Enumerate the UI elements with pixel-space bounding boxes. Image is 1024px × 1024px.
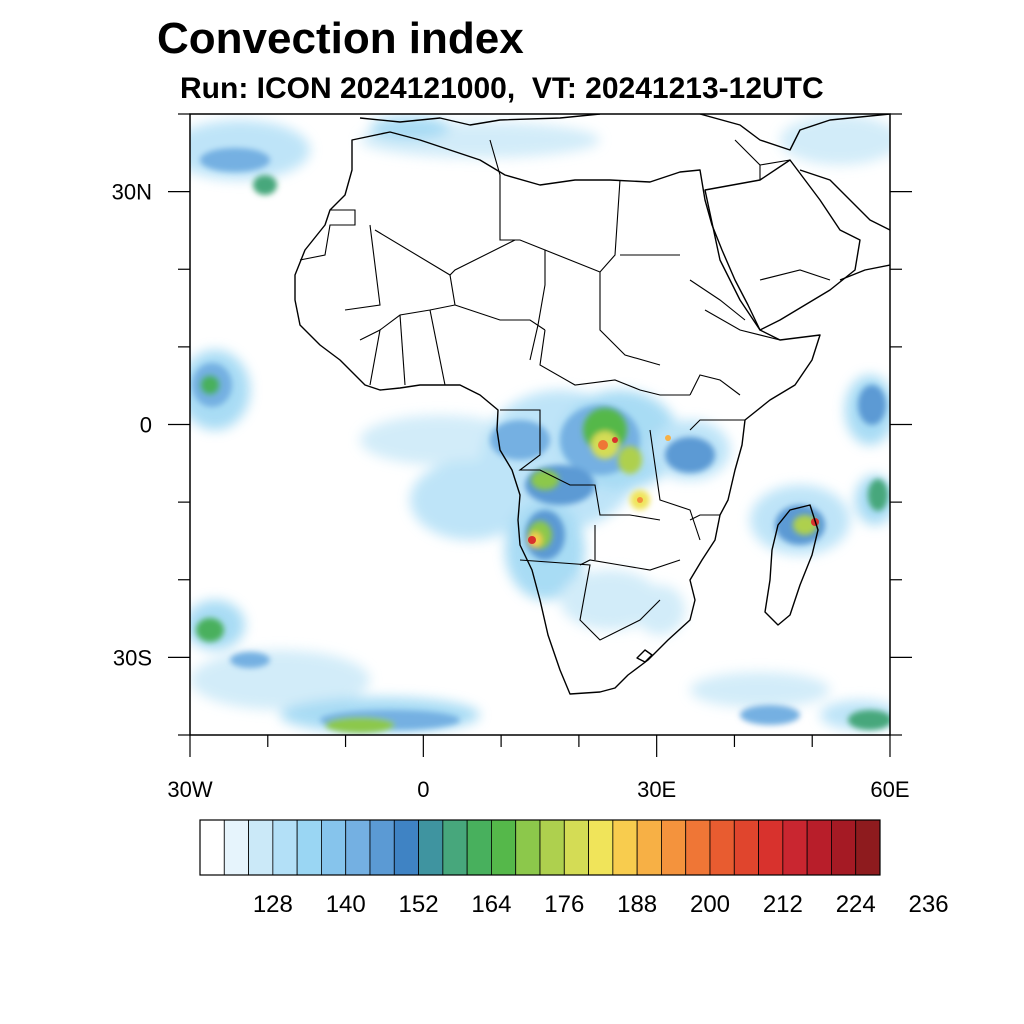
convection-field bbox=[190, 115, 890, 733]
x-tick-label: 30E bbox=[637, 777, 676, 802]
colorbar-swatch bbox=[563, 819, 589, 876]
colorbar-swatch bbox=[272, 819, 298, 876]
colorbar-swatch bbox=[418, 819, 444, 876]
y-tick-label: 0 bbox=[140, 413, 152, 438]
x-tick-label: 30W bbox=[167, 777, 212, 802]
colorbar-swatch bbox=[466, 819, 492, 876]
colorbar-swatch bbox=[855, 819, 881, 876]
colorbar-swatch bbox=[782, 819, 808, 876]
x-tick-label: 0 bbox=[417, 777, 429, 802]
colorbar-label: 140 bbox=[326, 891, 366, 918]
colorbar-swatch bbox=[806, 819, 832, 876]
colorbar-swatch bbox=[345, 819, 371, 876]
colorbar-label: 176 bbox=[544, 891, 584, 918]
colorbar-swatch bbox=[248, 819, 274, 876]
colorbar-label: 188 bbox=[617, 891, 657, 918]
colorbar: 128 140 152 164 176 188 200 212 224 236 bbox=[199, 819, 949, 918]
coastlines bbox=[294, 114, 890, 695]
colorbar-label: 212 bbox=[763, 891, 803, 918]
colorbar-swatch bbox=[515, 819, 541, 876]
colorbar-swatch bbox=[321, 819, 347, 876]
y-tick-label: 30S bbox=[113, 645, 152, 670]
colorbar-swatch bbox=[733, 819, 759, 876]
map-title: Convection index bbox=[157, 14, 524, 63]
colorbar-swatch bbox=[661, 819, 687, 876]
country-borders bbox=[299, 139, 831, 641]
colorbar-swatch bbox=[393, 819, 419, 876]
colorbar-swatch bbox=[758, 819, 784, 876]
colorbar-label: 128 bbox=[253, 891, 293, 918]
colorbar-swatch bbox=[612, 819, 638, 876]
colorbar-swatch bbox=[831, 819, 857, 876]
colorbar-swatch bbox=[442, 819, 468, 876]
colorbar-swatch bbox=[636, 819, 662, 876]
colorbar-swatch bbox=[539, 819, 565, 876]
colorbar-swatch bbox=[296, 819, 322, 876]
colorbar-swatch bbox=[685, 819, 711, 876]
colorbar-swatch bbox=[709, 819, 735, 876]
colorbar-label: 152 bbox=[399, 891, 439, 918]
colorbar-label: 200 bbox=[690, 891, 730, 918]
colorbar-swatch bbox=[369, 819, 395, 876]
colorbar-label: 164 bbox=[471, 891, 511, 918]
colorbar-swatch bbox=[199, 819, 225, 876]
colorbar-swatch bbox=[491, 819, 517, 876]
colorbar-swatch bbox=[588, 819, 614, 876]
colorbar-swatch bbox=[223, 819, 249, 876]
y-tick-label: 30N bbox=[112, 180, 152, 205]
x-tick-label: 60E bbox=[870, 777, 909, 802]
map-subtitle: Run: ICON 2024121000, VT: 20241213-12UTC bbox=[180, 72, 824, 105]
colorbar-label: 224 bbox=[836, 891, 876, 918]
colorbar-label: 236 bbox=[909, 891, 949, 918]
axis-ticks: 30W 0 30E 60E 30N 0 30S bbox=[112, 113, 912, 802]
